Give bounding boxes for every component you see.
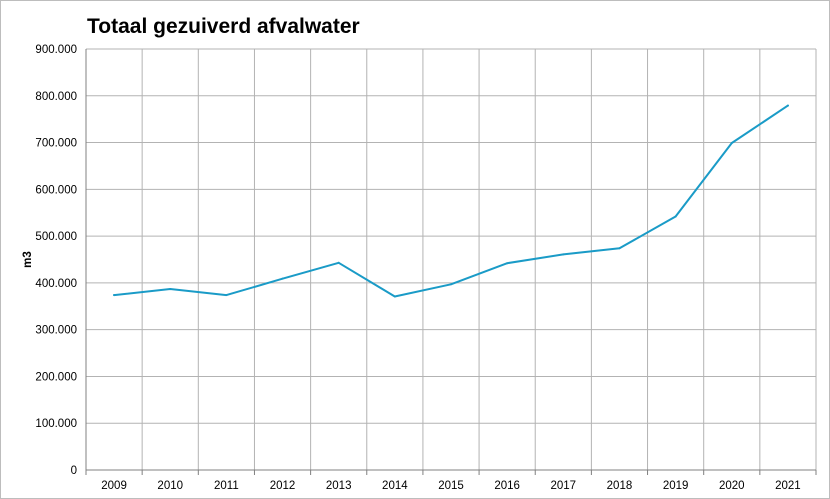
x-tick-label: 2021 xyxy=(775,480,801,492)
data-point xyxy=(169,287,172,290)
x-tick-label: 2018 xyxy=(607,480,633,492)
data-point xyxy=(337,261,340,264)
data-point xyxy=(393,295,396,298)
y-tick-label: 400.000 xyxy=(35,278,77,290)
data-point xyxy=(786,104,789,107)
y-tick-label: 700.000 xyxy=(35,138,77,150)
data-point xyxy=(450,283,452,286)
data-point xyxy=(281,277,284,280)
grid-lines xyxy=(86,48,817,470)
x-tick-label: 2010 xyxy=(157,480,183,492)
y-tick-label: 600.000 xyxy=(35,184,77,196)
x-tick-label: 2016 xyxy=(494,480,520,492)
x-tick-label: 2011 xyxy=(214,480,239,492)
y-axis-title: m3 xyxy=(22,251,34,268)
data-point xyxy=(506,262,509,265)
y-tick-label: 200.000 xyxy=(35,371,77,383)
data-point xyxy=(113,294,116,297)
x-tick-label: 2019 xyxy=(663,480,689,492)
y-tick-label: 0 xyxy=(71,465,77,477)
x-tick-label: 2020 xyxy=(719,480,745,492)
x-tick-label: 2013 xyxy=(326,480,352,492)
y-tick-label: 100.000 xyxy=(35,418,77,430)
x-tick-label: 2012 xyxy=(270,480,296,492)
data-point xyxy=(562,253,565,256)
x-tick-label: 2014 xyxy=(382,480,408,492)
x-tick-label: 2017 xyxy=(551,480,577,492)
data-point xyxy=(674,215,677,218)
axes xyxy=(85,49,817,475)
chart-title: Totaal gezuiverd afvalwater xyxy=(87,15,360,38)
x-tick-label: 2009 xyxy=(101,480,127,492)
series-line xyxy=(113,104,789,298)
y-tick-label: 900.000 xyxy=(35,44,77,56)
x-tick-label: 2015 xyxy=(438,480,464,492)
y-tick-label: 300.000 xyxy=(35,325,77,337)
tick-labels: 0 100.000 200.000 300.000 400.000 500.000 600.… xyxy=(35,44,800,492)
data-point xyxy=(618,247,621,250)
data-point xyxy=(730,142,733,145)
y-tick-label: 500.000 xyxy=(35,231,77,243)
series xyxy=(113,104,789,298)
data-point xyxy=(225,294,228,297)
y-tick-label: 800.000 xyxy=(35,91,77,103)
